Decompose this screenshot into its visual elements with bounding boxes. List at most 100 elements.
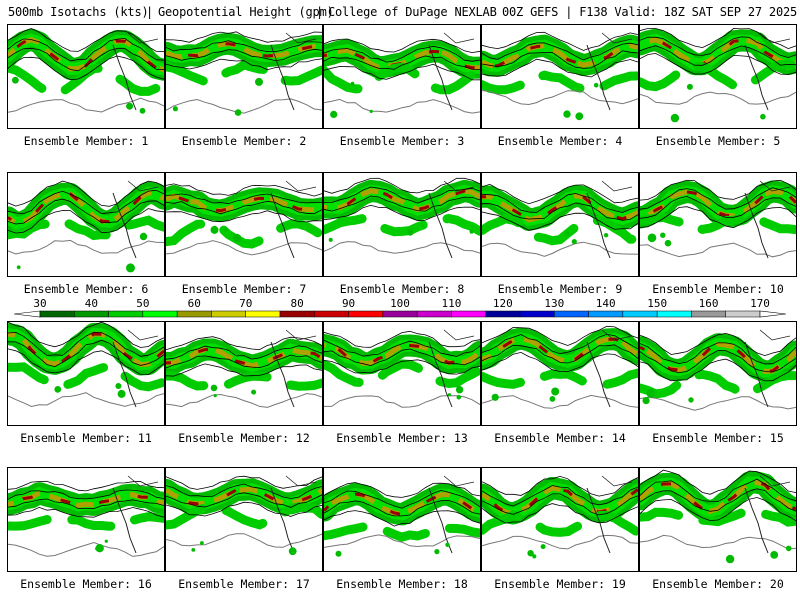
isotach-map-graphic [640, 179, 796, 259]
ensemble-member-label: Ensemble Member: 20 [652, 577, 784, 591]
colorbar-tick-label: 130 [544, 297, 564, 310]
ensemble-member-map [481, 467, 639, 572]
colorbar-swatch [691, 310, 726, 318]
colorbar-tick-label: 140 [596, 297, 616, 310]
colorbar-swatch [451, 310, 486, 318]
colorbar-tick-label: 40 [85, 297, 98, 310]
colorbar-swatch [485, 310, 521, 318]
colorbar-swatch [519, 310, 555, 318]
colorbar-tick-label: 80 [291, 297, 304, 310]
ensemble-member-label: Ensemble Member: 6 [23, 282, 149, 296]
colorbar-tick-label: 30 [33, 297, 46, 310]
ensemble-member-map [639, 321, 797, 426]
header-product: 500mb Isotachs (kts) [8, 5, 149, 19]
ensemble-member-label: Ensemble Member: 16 [20, 577, 152, 591]
ensemble-member-map [7, 24, 165, 129]
isotach-map-graphic [8, 180, 164, 273]
colorbar-tick-label: 170 [750, 297, 770, 310]
ensemble-member-map [7, 321, 165, 426]
ensemble-member-map [165, 321, 323, 426]
isotach-colorbar: 30 40 50 60 70 80 90 100 110 120 130 140 150 160 170 [13, 297, 787, 318]
colorbar-swatch [245, 310, 281, 318]
colorbar-tick-label: 120 [493, 297, 513, 310]
colorbar-swatch [656, 310, 692, 318]
ensemble-member-label: Ensemble Member: 10 [652, 282, 784, 296]
ensemble-member-map [481, 321, 639, 426]
isotach-map-graphic [8, 475, 164, 557]
chart-header: 500mb Isotachs (kts) | Geopotential Heig… [0, 0, 800, 22]
ensemble-member-label: Ensemble Member: 1 [23, 134, 149, 148]
colorbar-swatch [108, 310, 144, 318]
ensemble-member-map [323, 172, 481, 277]
colorbar-tick-label: 160 [699, 297, 719, 310]
header-run-info: 00Z GEFS | F138 Valid: 18Z SAT SEP 27 20… [502, 5, 798, 19]
ensemble-member-map [323, 467, 481, 572]
ensemble-member-map [481, 24, 639, 129]
isotach-map-graphic [482, 475, 638, 559]
colorbar-tick-label: 110 [441, 297, 461, 310]
isotach-map-graphic [8, 322, 164, 408]
header-field: Geopotential Height (gpm) [158, 5, 334, 19]
isotach-map-graphic [324, 475, 480, 557]
isotach-map-graphic [482, 325, 638, 409]
colorbar-swatch [74, 310, 109, 318]
isotach-map-graphic [166, 180, 322, 259]
colorbar-swatch [142, 310, 178, 318]
colorbar-swatch [588, 310, 624, 318]
ensemble-member-map [639, 467, 797, 572]
colorbar-swatch [382, 310, 418, 318]
colorbar-swatch [348, 310, 384, 318]
ensemble-member-label: Ensemble Member: 18 [336, 577, 468, 591]
ensemble-member-label: Ensemble Member: 9 [497, 282, 623, 296]
ensemble-member-map [323, 321, 481, 426]
ensemble-member-map [481, 172, 639, 277]
colorbar-left-arrow [13, 310, 41, 318]
isotach-map-graphic [640, 27, 796, 123]
header-source: College of DuPage NEXLAB [328, 5, 497, 19]
ensemble-member-map [323, 24, 481, 129]
isotach-map-graphic [324, 32, 480, 118]
ensemble-member-map [7, 172, 165, 277]
ensemble-member-label: Ensemble Member: 19 [494, 577, 626, 591]
colorbar-tick-label: 50 [136, 297, 149, 310]
ensemble-member-label: Ensemble Member: 2 [181, 134, 307, 148]
ensemble-member-label: Ensemble Member: 3 [339, 134, 465, 148]
ensemble-member-map [7, 467, 165, 572]
colorbar-swatch [279, 310, 315, 318]
header-separator-2: | [316, 5, 324, 19]
colorbar-swatch [416, 310, 452, 318]
ensemble-member-map [639, 172, 797, 277]
ensemble-member-label: Ensemble Member: 11 [20, 431, 152, 445]
colorbar-swatch [725, 310, 761, 318]
colorbar-swatch [176, 310, 212, 318]
ensemble-member-label: Ensemble Member: 8 [339, 282, 465, 296]
colorbar-tick-label: 100 [390, 297, 410, 310]
colorbar-tick-label: 70 [239, 297, 252, 310]
header-separator-1: | [146, 5, 154, 19]
colorbar-tick-label: 90 [342, 297, 355, 310]
isotach-map-graphic [166, 31, 322, 116]
isotach-map-graphic [482, 180, 638, 259]
isotach-map-graphic [166, 329, 322, 408]
ensemble-member-map [165, 172, 323, 277]
colorbar-swatch [211, 310, 246, 318]
ensemble-member-map [165, 24, 323, 129]
ensemble-member-label: Ensemble Member: 5 [655, 134, 781, 148]
isotach-map-graphic [324, 177, 480, 259]
isotach-map-graphic [166, 475, 322, 556]
colorbar-tick-label: 150 [647, 297, 667, 310]
ensemble-member-label: Ensemble Member: 7 [181, 282, 307, 296]
ensemble-member-label: Ensemble Member: 17 [178, 577, 310, 591]
colorbar-tick-label: 60 [188, 297, 201, 310]
isotach-map-graphic [8, 28, 164, 114]
colorbar-swatch [622, 310, 658, 318]
ensemble-member-label: Ensemble Member: 12 [178, 431, 310, 445]
ensemble-member-map [165, 467, 323, 572]
isotach-map-graphic [482, 31, 638, 121]
colorbar-swatch [554, 310, 589, 318]
ensemble-member-label: Ensemble Member: 13 [336, 431, 468, 445]
ensemble-member-label: Ensemble Member: 15 [652, 431, 784, 445]
isotach-map-graphic [640, 469, 796, 564]
ensemble-member-label: Ensemble Member: 4 [497, 134, 623, 148]
isotach-map-graphic [324, 329, 480, 408]
